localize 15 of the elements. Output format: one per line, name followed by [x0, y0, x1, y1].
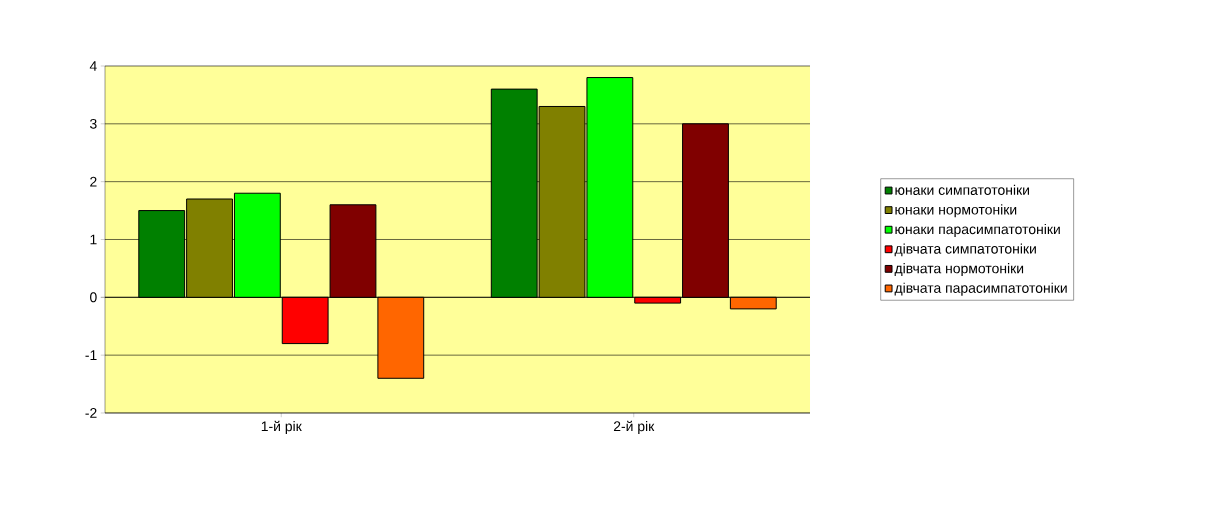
y-tick-label: 3 — [90, 118, 97, 129]
legend-label: юнаки нормотоніки — [895, 204, 1017, 218]
y-tick-label: 2 — [90, 176, 97, 187]
y-tick-label: 4 — [89, 61, 97, 71]
x-tick-label: 2-й рік — [613, 420, 655, 434]
legend-label: дівчата парасимпатотоніки — [894, 282, 1067, 296]
legend-label: дівчата нормотоніки — [894, 263, 1024, 277]
y-tick-label: -1 — [85, 350, 97, 360]
y-tick-label: -2 — [85, 408, 97, 418]
legend-label: юнаки симпатотоніки — [895, 184, 1029, 195]
legend-label: юнаки парасимпатотоніки — [895, 223, 1060, 237]
y-tick-label: 0 — [90, 292, 97, 303]
legend-label: дівчата симпатотоніки — [894, 243, 1036, 257]
x-tick-label: 1-й рік — [261, 420, 302, 434]
y-tick-label: 1 — [90, 234, 97, 245]
